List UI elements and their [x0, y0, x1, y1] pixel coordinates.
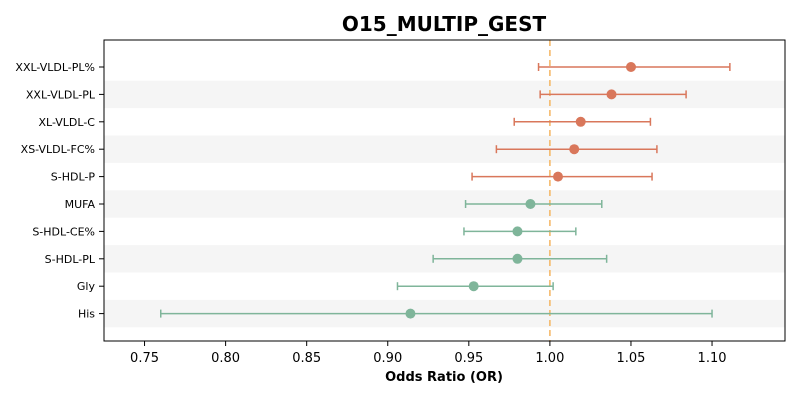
estimate-point — [553, 171, 563, 182]
data-marks — [160, 62, 731, 319]
row-band — [104, 135, 785, 163]
estimate-point — [625, 62, 636, 72]
estimate-point — [405, 308, 416, 319]
estimate-point — [569, 144, 580, 155]
estimate-row — [464, 199, 603, 209]
x-tick-label: 0.90 — [373, 351, 402, 366]
axes: 0.75 0.80 0.85 0.90 0.95 1.00 1.05 1.10 XXL-VLDL… — [15, 39, 786, 366]
estimate-row — [471, 171, 653, 182]
y-tick-label: S-HDL-P — [51, 171, 96, 184]
y-tick-label: Gly — [77, 280, 96, 293]
estimate-point — [512, 226, 523, 237]
x-tick-label: 1.05 — [616, 351, 645, 366]
x-tick-label: 0.85 — [292, 351, 321, 366]
estimate-row — [495, 144, 658, 155]
estimate-row — [539, 89, 687, 100]
chart-title: O15_MULTIP_GEST — [342, 12, 547, 36]
plot-frame — [103, 39, 786, 342]
estimate-row — [160, 308, 713, 319]
estimate-point — [575, 116, 586, 127]
estimate-row — [432, 253, 608, 264]
x-tick-label: 0.75 — [130, 351, 159, 366]
x-tick-label: 0.95 — [454, 351, 483, 366]
y-tick-label: XXL-VLDL-PL — [26, 88, 96, 101]
x-tick-label: 0.80 — [211, 351, 240, 366]
estimate-point — [512, 253, 523, 264]
y-tick-label: XXL-VLDL-PL% — [15, 61, 95, 74]
y-tick-label: His — [78, 308, 95, 321]
y-tick-label: XS-VLDL-FC% — [21, 143, 95, 156]
row-bands — [104, 80, 785, 328]
estimate-row — [463, 226, 577, 237]
row-band — [104, 190, 785, 218]
y-tick-label: S-HDL-CE% — [32, 225, 95, 238]
y-tick-label: MUFA — [65, 198, 96, 211]
x-tick-label: 1.10 — [698, 351, 727, 366]
estimate-point — [525, 199, 536, 209]
x-tick-label: 1.00 — [535, 351, 564, 366]
y-tick-label: XL-VLDL-C — [38, 116, 95, 129]
x-axis-label: Odds Ratio (OR) — [385, 370, 503, 385]
y-tick-label: S-HDL-PL — [45, 253, 96, 266]
estimate-point — [468, 281, 479, 292]
estimate-point — [606, 89, 617, 100]
estimate-row — [537, 62, 731, 72]
estimate-row — [396, 281, 554, 292]
estimate-row — [513, 116, 652, 127]
